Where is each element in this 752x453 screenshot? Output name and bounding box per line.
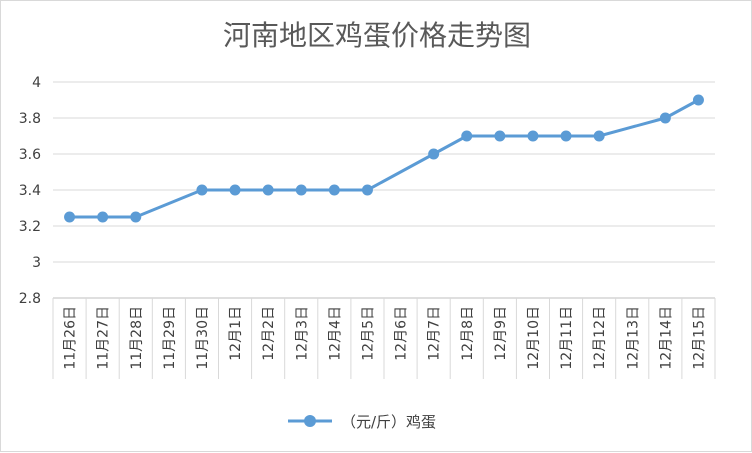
x-tick-label: 12月6日 <box>394 306 410 361</box>
data-point <box>196 184 208 196</box>
x-tick-label: 11月26日 <box>63 306 79 370</box>
data-point <box>262 184 274 196</box>
x-tick-label: 12月10日 <box>526 306 542 370</box>
x-tick-label: 11月29日 <box>162 306 178 370</box>
data-point <box>295 184 307 196</box>
x-tick-label: 12月12日 <box>592 306 608 370</box>
y-tick-label: 3.2 <box>19 219 41 235</box>
data-point <box>659 112 671 124</box>
x-tick-label: 12月1日 <box>228 306 244 361</box>
grid-layer <box>52 81 716 379</box>
data-point <box>428 148 440 160</box>
x-tick-label: 11月27日 <box>96 306 112 370</box>
x-tick-label: 12月5日 <box>360 306 376 361</box>
y-tick-label: 4 <box>32 75 41 91</box>
x-tick-label: 12月3日 <box>294 306 310 361</box>
data-point <box>494 130 506 142</box>
data-point <box>229 184 241 196</box>
chart-title: 河南地区鸡蛋价格走势图 <box>223 19 531 52</box>
x-tick-label: 12月13日 <box>625 306 641 370</box>
y-axis-ticks: 2.8 3 3.2 3.4 3.6 3.8 4 <box>19 75 41 307</box>
x-tick-label: 11月28日 <box>129 306 145 370</box>
x-tick-label: 12月8日 <box>460 306 476 361</box>
legend-label: （元/斤）鸡蛋 <box>341 413 436 431</box>
x-tick-label: 12月15日 <box>691 306 707 370</box>
y-tick-label: 3.6 <box>19 147 41 163</box>
legend: （元/斤）鸡蛋 <box>288 413 436 431</box>
data-point <box>560 130 572 142</box>
data-point <box>692 94 704 106</box>
y-tick-label: 2.8 <box>19 291 41 307</box>
data-point <box>361 184 373 196</box>
data-point <box>64 211 76 223</box>
y-tick-label: 3.8 <box>19 111 41 127</box>
y-tick-label: 3.4 <box>19 183 41 199</box>
legend-marker-swatch <box>304 415 316 427</box>
x-tick-label: 12月14日 <box>658 306 674 370</box>
x-tick-label: 11月30日 <box>195 306 211 370</box>
data-point <box>97 211 109 223</box>
x-tick-label: 12月9日 <box>493 306 509 361</box>
x-tick-label: 12月4日 <box>327 306 343 361</box>
data-point <box>593 130 605 142</box>
data-point <box>130 211 142 223</box>
data-point <box>328 184 340 196</box>
data-point <box>527 130 539 142</box>
series-layer <box>64 94 704 223</box>
x-axis-ticks: 11月26日 11月27日 11月28日 11月29日 11月30日 12月1日 12月2日… <box>63 306 708 370</box>
x-tick-label: 12月2日 <box>261 306 277 361</box>
y-tick-label: 3 <box>32 255 41 271</box>
data-point <box>461 130 473 142</box>
x-tick-label: 12月11日 <box>559 306 575 370</box>
x-tick-label: 12月7日 <box>427 306 443 361</box>
